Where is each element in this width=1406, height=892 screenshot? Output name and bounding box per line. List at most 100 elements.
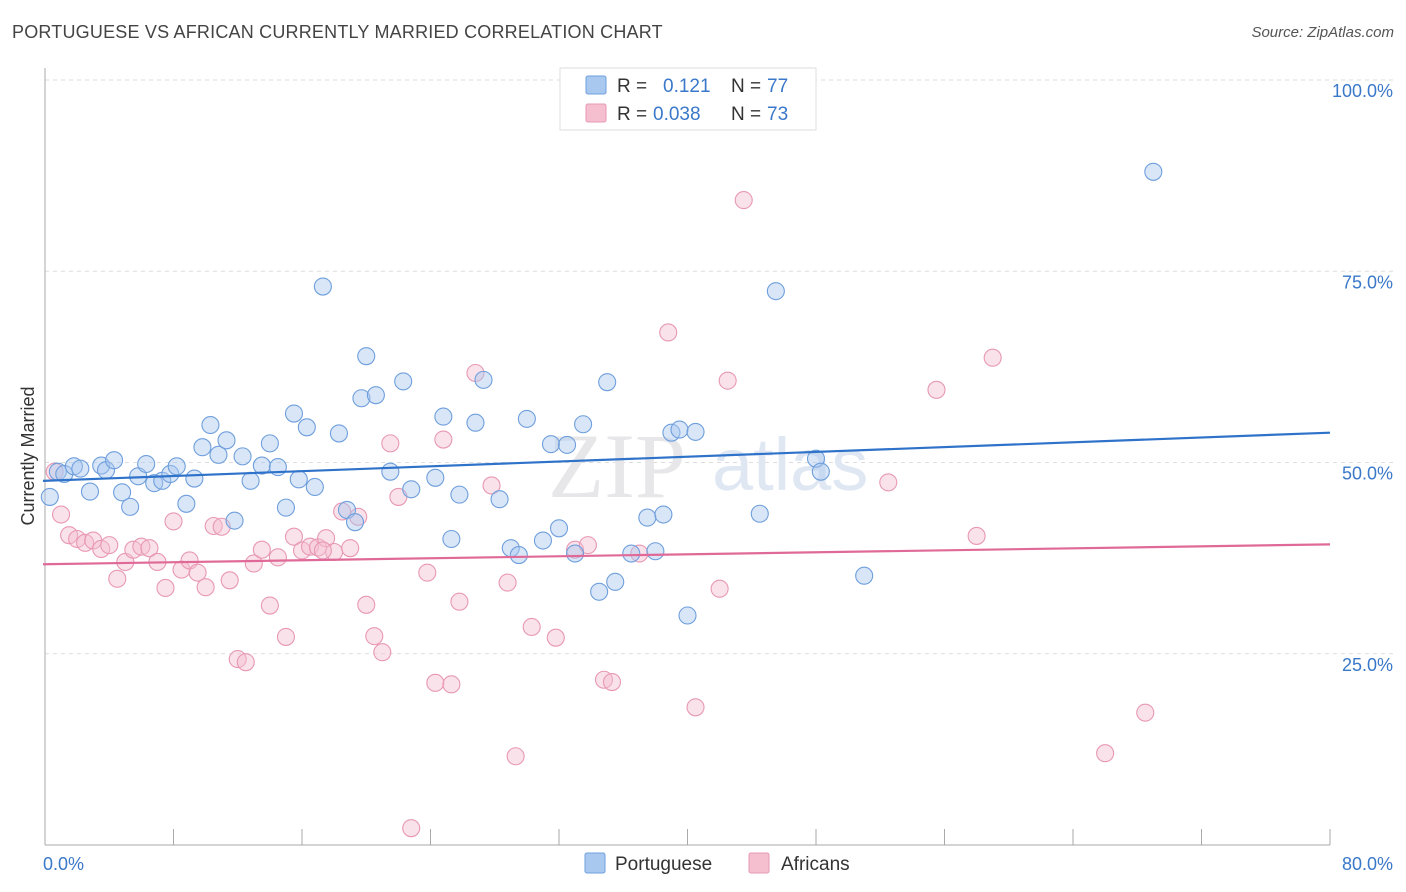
portuguese-point	[1144, 162, 1163, 181]
portuguese-point	[366, 386, 385, 405]
portuguese-point	[750, 504, 769, 523]
africans-point	[402, 819, 421, 838]
portuguese-point	[177, 494, 196, 513]
africans-point	[967, 526, 986, 545]
portuguese-point	[289, 470, 308, 489]
legend-r-portuguese: 0.121	[663, 76, 711, 97]
y-axis-label: Currently Married	[18, 386, 38, 525]
portuguese-point	[276, 498, 295, 517]
legend-n-portuguese: 77	[767, 76, 788, 97]
africans-point	[349, 507, 368, 526]
africans-point	[546, 628, 565, 647]
portuguese-point	[357, 347, 376, 366]
x-tick-label: 80.0%	[1342, 854, 1393, 874]
portuguese-point	[509, 546, 528, 565]
legend-r-label: R =	[617, 104, 647, 125]
legend-swatch-portuguese	[585, 75, 607, 95]
portuguese-point	[121, 497, 140, 516]
portuguese-point	[678, 606, 697, 625]
africans-point	[244, 554, 263, 573]
portuguese-point	[557, 435, 577, 454]
portuguese-point	[305, 477, 324, 497]
africans-point	[188, 563, 207, 582]
africans-point	[442, 675, 461, 694]
portuguese-point	[606, 572, 625, 591]
portuguese-point	[105, 451, 124, 470]
africans-point	[276, 627, 295, 646]
africans-point	[260, 596, 279, 615]
axes	[44, 68, 1331, 846]
portuguese-point	[638, 508, 657, 527]
africans-point	[164, 512, 183, 531]
africans-point	[418, 563, 437, 582]
x-tick-label: 0.0%	[43, 854, 84, 874]
y-tick-label: 50.0%	[1342, 464, 1393, 484]
portuguese-point	[533, 531, 552, 550]
africans-point	[879, 473, 898, 492]
series-label-africans: Africans	[781, 854, 850, 875]
africans-point	[236, 653, 255, 672]
portuguese-point	[566, 544, 585, 563]
portuguese-point	[201, 415, 220, 435]
legend-r-label: R =	[617, 76, 647, 97]
portuguese-point	[260, 434, 279, 453]
portuguese-point	[686, 422, 705, 441]
portuguese-point	[185, 469, 204, 488]
portuguese-point	[574, 415, 593, 434]
portuguese-point	[590, 582, 609, 601]
portuguese-point	[71, 459, 90, 478]
watermark-atlas: atlas	[712, 423, 868, 506]
portuguese-point	[549, 519, 569, 538]
portuguese-point	[233, 447, 252, 466]
portuguese-point	[402, 480, 421, 499]
y-tick-label: 75.0%	[1342, 272, 1393, 292]
africans-point	[734, 191, 753, 210]
portuguese-point	[313, 277, 332, 296]
africans-point	[522, 617, 541, 637]
legend-n-africans: 73	[767, 104, 788, 125]
africans-point	[357, 595, 376, 614]
portuguese-point	[622, 544, 641, 563]
portuguese-point	[161, 464, 180, 484]
africans-point	[482, 476, 501, 495]
portuguese-point	[209, 445, 228, 464]
y-tick-label: 100.0%	[1332, 81, 1393, 101]
africans-point	[373, 643, 392, 662]
portuguese-point	[113, 483, 132, 502]
portuguese-point	[541, 435, 561, 454]
tick-labels: 25.0% 50.0% 75.0% 100.0% 0.0% 80.0%	[43, 81, 1393, 874]
series-legend: Portuguese Africans	[584, 852, 850, 875]
portuguese-point	[193, 438, 212, 457]
portuguese-point	[646, 542, 665, 561]
legend-r-africans: 0.038	[653, 104, 701, 125]
portuguese-point	[217, 431, 236, 450]
portuguese-point	[517, 409, 536, 428]
series-swatch-africans	[748, 852, 770, 874]
africans-point	[927, 380, 946, 399]
africans-point	[108, 569, 127, 588]
portuguese-point	[450, 485, 469, 504]
portuguese-point	[137, 454, 156, 474]
africans-point	[450, 592, 469, 611]
correlation-legend: R = 0.121 N = 77 R = 0.038 N = 73	[559, 67, 817, 131]
portuguese-point	[474, 370, 493, 389]
portuguese-point	[252, 456, 271, 475]
portuguese-point	[297, 418, 316, 437]
africans-point	[313, 541, 332, 560]
chart-title: PORTUGUESE VS AFRICAN CURRENTLY MARRIED …	[12, 22, 663, 42]
africans-point	[434, 430, 453, 449]
africans-point	[578, 536, 597, 555]
africans-point	[983, 348, 1002, 367]
portuguese-trend-line	[42, 431, 1331, 482]
portuguese-point	[352, 389, 371, 408]
trend-lines	[42, 431, 1331, 566]
africans-point	[156, 578, 175, 598]
portuguese-point	[394, 372, 413, 391]
portuguese-point	[40, 487, 59, 506]
africans-trend-line	[42, 543, 1331, 566]
africans-point	[341, 539, 360, 558]
source-attribution: Source: ZipAtlas.com	[1251, 24, 1394, 41]
africans-point	[498, 573, 517, 592]
africans-point	[710, 579, 729, 598]
africans-point	[100, 536, 119, 555]
